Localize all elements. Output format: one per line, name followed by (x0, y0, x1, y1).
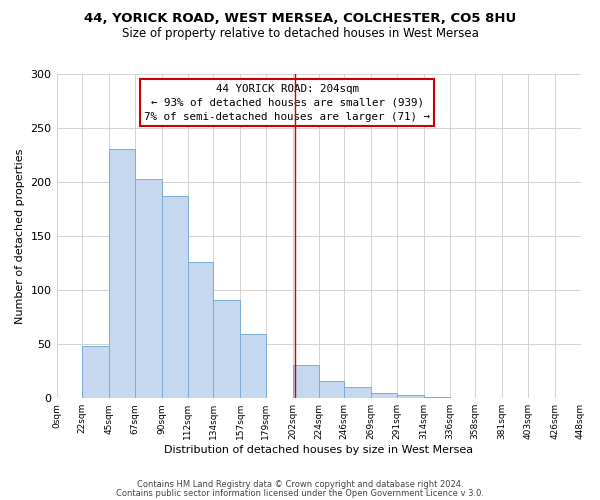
Bar (188, 262, 213, 398)
Text: 44, YORICK ROAD, WEST MERSEA, COLCHESTER, CO5 8HU: 44, YORICK ROAD, WEST MERSEA, COLCHESTER… (84, 12, 516, 26)
Bar (293, 364, 319, 398)
Bar (135, 179, 162, 398)
Bar (397, 395, 424, 398)
Text: Contains public sector information licensed under the Open Government Licence v : Contains public sector information licen… (116, 488, 484, 498)
Text: Size of property relative to detached houses in West Mersea: Size of property relative to detached ho… (122, 28, 478, 40)
Bar (240, 334, 266, 398)
Y-axis label: Number of detached properties: Number of detached properties (15, 148, 25, 324)
Bar (109, 148, 135, 398)
Text: 44 YORICK ROAD: 204sqm
← 93% of detached houses are smaller (939)
7% of semi-det: 44 YORICK ROAD: 204sqm ← 93% of detached… (144, 84, 430, 122)
Bar (371, 393, 397, 398)
Bar (213, 300, 240, 398)
Bar (319, 381, 344, 398)
Bar (82, 346, 109, 398)
Bar (344, 388, 371, 398)
X-axis label: Distribution of detached houses by size in West Mersea: Distribution of detached houses by size … (164, 445, 473, 455)
Bar (424, 397, 449, 398)
Text: Contains HM Land Registry data © Crown copyright and database right 2024.: Contains HM Land Registry data © Crown c… (137, 480, 463, 489)
Bar (162, 196, 188, 398)
